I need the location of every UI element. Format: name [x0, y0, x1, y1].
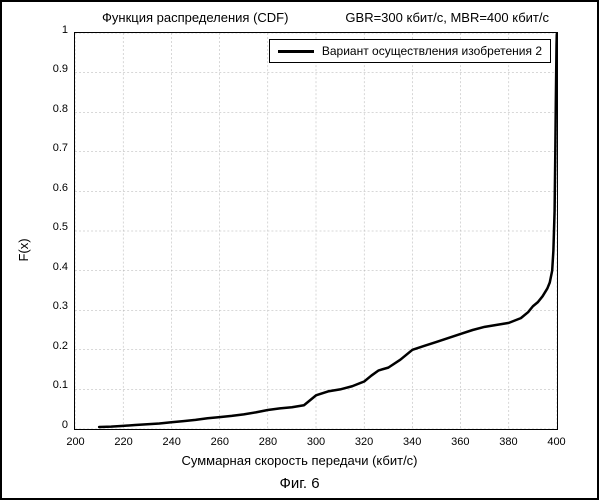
chart-title-right: GBR=300 кбит/с, MBR=400 кбит/с: [345, 10, 549, 25]
x-tick-label: 240: [163, 436, 181, 448]
figure-caption: Фиг. 6: [279, 475, 319, 492]
y-tick-label: 0.2: [36, 340, 68, 352]
y-tick-label: 0.6: [36, 182, 68, 194]
x-tick-label: 400: [547, 436, 565, 448]
y-tick-label: 0.8: [36, 103, 68, 115]
legend-label: Вариант осуществления изобретения 2: [322, 44, 542, 58]
y-tick-label: 0.1: [36, 379, 68, 391]
chart-title-left: Функция распределения (CDF): [102, 10, 288, 25]
x-tick-label: 200: [66, 436, 84, 448]
y-tick-label: 1: [36, 24, 68, 36]
y-tick-label: 0.3: [36, 300, 68, 312]
y-tick-label: 0.4: [36, 261, 68, 273]
x-tick-label: 340: [403, 436, 421, 448]
x-tick-label: 280: [259, 436, 277, 448]
x-tick-label: 320: [355, 436, 373, 448]
y-tick-label: 0: [36, 419, 68, 431]
plot-area: Вариант осуществления изобретения 2: [74, 32, 558, 430]
x-axis-label: Суммарная скорость передачи (кбит/с): [181, 453, 417, 468]
figure-container: Функция распределения (CDF) GBR=300 кбит…: [0, 0, 599, 500]
y-tick-label: 0.5: [36, 221, 68, 233]
x-tick-label: 260: [211, 436, 229, 448]
x-tick-label: 220: [114, 436, 132, 448]
y-tick-label: 0.9: [36, 63, 68, 75]
x-tick-label: 300: [307, 436, 325, 448]
legend-swatch: [278, 50, 314, 53]
y-tick-label: 0.7: [36, 142, 68, 154]
x-tick-label: 360: [451, 436, 469, 448]
legend: Вариант осуществления изобретения 2: [269, 39, 551, 63]
x-tick-label: 380: [499, 436, 517, 448]
y-axis-label: F(x): [16, 238, 31, 261]
chart-svg: [75, 33, 557, 429]
